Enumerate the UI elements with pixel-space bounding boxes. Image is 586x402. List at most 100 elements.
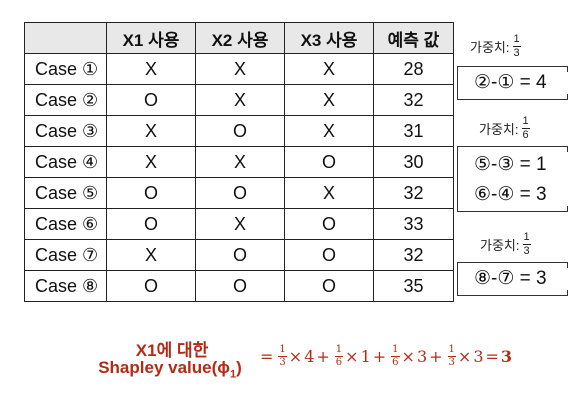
- case-label-cell: Case ③: [24, 115, 107, 147]
- x3-usage-cell: O: [284, 239, 374, 271]
- x3-usage-cell: X: [284, 115, 374, 147]
- prediction-cell: 35: [373, 270, 454, 302]
- x1-usage-cell: O: [106, 270, 196, 302]
- table-row: Case ⑤ O O X 32: [24, 177, 454, 209]
- prediction-cell: 28: [373, 53, 454, 85]
- fraction-numerator: 1: [391, 344, 400, 357]
- fraction-numerator: 1: [512, 33, 521, 47]
- weight-box-3: ⑧-⑦ = 3: [457, 262, 568, 296]
- formula-equals: =: [485, 347, 499, 366]
- prediction-cell: 32: [373, 177, 454, 209]
- formula-result: 3: [500, 347, 513, 366]
- case-label-cell: Case ④: [24, 146, 107, 178]
- formula-plus: +: [372, 347, 387, 366]
- x3-usage-cell: O: [284, 146, 374, 178]
- weight-box-2: ⑤-③ = 1 ⑥-④ = 3: [457, 146, 568, 212]
- prediction-cell: 32: [373, 84, 454, 116]
- difference-line: ⑤-③ = 1: [474, 154, 547, 175]
- case-label-cell: Case ⑤: [24, 177, 107, 209]
- x2-usage-cell: O: [195, 115, 285, 147]
- difference-line: ⑧-⑦ = 3: [474, 268, 547, 289]
- weight-text: 가중치:: [479, 122, 519, 137]
- fraction-denominator: 3: [513, 47, 520, 59]
- formula-times: ×: [401, 347, 415, 366]
- header-blank-cell: [24, 22, 107, 54]
- formula-plus: +: [316, 347, 330, 366]
- fraction-denominator: 3: [523, 245, 530, 257]
- shapley-title-line2: Shapley value(ϕ1): [80, 358, 260, 380]
- fraction-numerator: 1: [521, 115, 530, 129]
- header-prediction: 예측 값: [373, 22, 454, 54]
- x3-usage-cell: X: [284, 177, 374, 209]
- difference-line: ②-① = 4: [474, 72, 547, 93]
- x1-usage-cell: X: [106, 53, 196, 85]
- case-label-cell: Case ⑧: [24, 270, 107, 302]
- weight-label-2: 가중치: 1 6: [479, 116, 530, 141]
- table-row: Case ⑦ X O O 32: [24, 239, 454, 271]
- fraction-denominator: 6: [335, 357, 343, 368]
- x2-usage-cell: X: [195, 53, 285, 85]
- fraction-denominator: 3: [279, 357, 286, 368]
- x3-usage-cell: X: [284, 84, 374, 116]
- header-x3: X3 사용: [284, 22, 374, 54]
- table-row: Case ① X X X 28: [24, 53, 454, 85]
- formula-term-value: 4: [304, 347, 315, 366]
- shapley-title-line1: X1에 대한: [135, 341, 209, 360]
- shapley-case-table: X1 사용 X2 사용 X3 사용 예측 값 Case ① X X X 28 Case ②…: [24, 22, 454, 302]
- prediction-cell: 31: [373, 115, 454, 147]
- formula-plus: +: [429, 347, 443, 366]
- x2-usage-cell: X: [195, 208, 285, 240]
- x2-usage-cell: O: [195, 239, 285, 271]
- x1-usage-cell: X: [106, 115, 196, 147]
- formula-times: ×: [345, 347, 359, 366]
- x1-usage-cell: X: [106, 146, 196, 178]
- weight-label-3: 가중치: 1 3: [480, 232, 531, 257]
- fraction-denominator: 6: [522, 129, 529, 141]
- weight-fraction: 1 3: [512, 33, 521, 59]
- x2-usage-cell: O: [195, 177, 285, 209]
- x2-usage-cell: X: [195, 84, 285, 116]
- formula-term-value: 3: [473, 347, 484, 366]
- shapley-formula: = 1 3 × 4 +1 6 × 1 +1 6 × 3 +1 3 × 3 = 3: [258, 345, 512, 368]
- fraction-denominator: 6: [392, 357, 399, 368]
- phi-subscript: 1: [230, 368, 237, 381]
- header-x2: X2 사용: [195, 22, 285, 54]
- weight-text: 가중치:: [480, 238, 520, 253]
- x1-usage-cell: O: [106, 208, 196, 240]
- fraction-numerator: 1: [447, 344, 456, 357]
- table-row: Case ⑥ O X O 33: [24, 208, 454, 240]
- weight-box-1: ②-① = 4: [457, 66, 568, 100]
- table-row: Case ④ X X O 30: [24, 146, 454, 178]
- x2-usage-cell: O: [195, 270, 285, 302]
- case-label-cell: Case ①: [24, 53, 107, 85]
- case-label-cell: Case ②: [24, 84, 107, 116]
- formula-term-value: 1: [360, 347, 371, 366]
- header-x1: X1 사용: [106, 22, 196, 54]
- formula-term-value: 3: [416, 347, 428, 366]
- x1-usage-cell: O: [106, 177, 196, 209]
- fraction-denominator: 3: [448, 357, 455, 368]
- case-label-cell: Case ⑥: [24, 208, 107, 240]
- shapley-title-text: Shapley value(ϕ: [98, 358, 230, 377]
- table-row: Case ③ X O X 31: [24, 115, 454, 147]
- formula-times: ×: [288, 347, 303, 366]
- x1-usage-cell: X: [106, 239, 196, 271]
- table-row: Case ② O X X 32: [24, 84, 454, 116]
- table-row: Case ⑧ O O O 35: [24, 270, 454, 302]
- weight-fraction: 1 3: [522, 231, 531, 257]
- formula-times: ×: [457, 347, 472, 366]
- formula-equals: =: [260, 347, 274, 366]
- x3-usage-cell: O: [284, 208, 374, 240]
- weight-text: 가중치:: [470, 40, 510, 55]
- fraction-numerator: 1: [278, 344, 287, 357]
- difference-line: ⑥-④ = 3: [474, 184, 547, 205]
- case-label-cell: Case ⑦: [24, 239, 107, 271]
- prediction-cell: 32: [373, 239, 454, 271]
- fraction-numerator: 1: [522, 231, 531, 245]
- shapley-title-close: ): [236, 358, 242, 377]
- fraction-numerator: 1: [334, 344, 344, 357]
